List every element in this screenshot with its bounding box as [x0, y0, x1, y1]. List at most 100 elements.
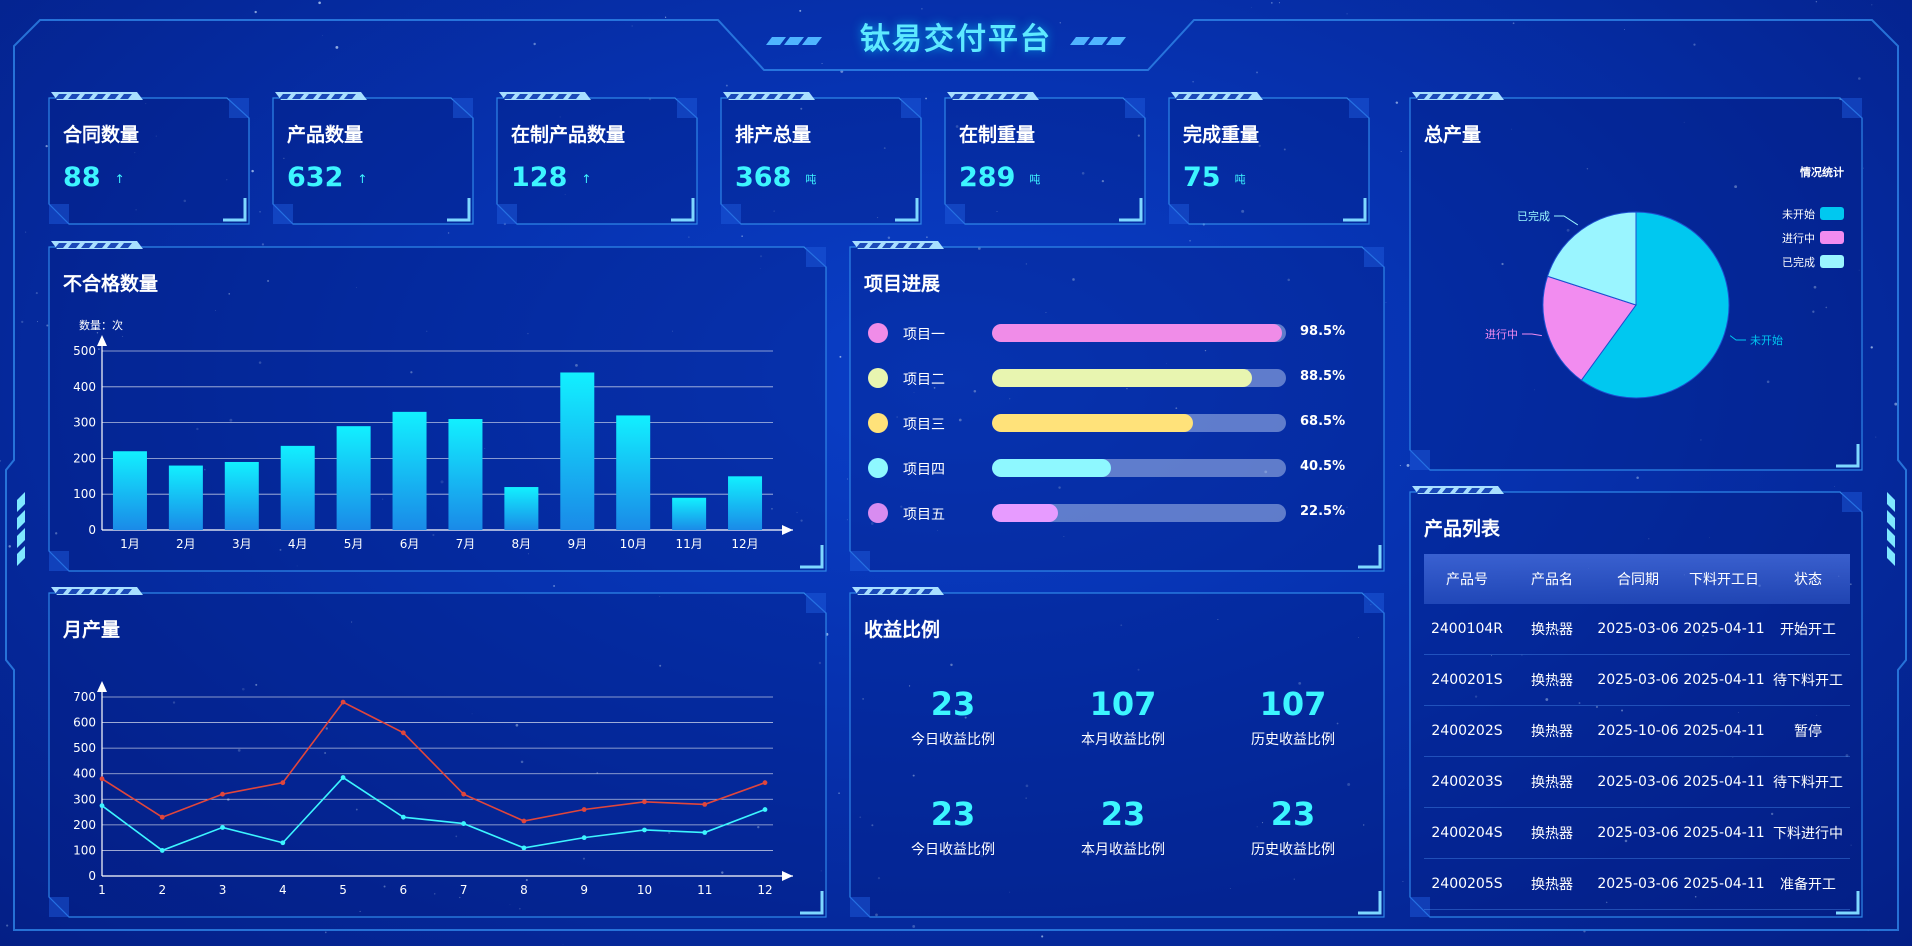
y-axis-arrow-icon: [97, 335, 107, 346]
table-row[interactable]: 2400104R 换热器 2025-03-06 2025-04-11 开始开工: [1424, 604, 1850, 655]
y-tick-label: 200: [73, 451, 96, 465]
revenue-stat: 23 本月收益比例: [1038, 795, 1208, 859]
stat-number: 632: [287, 162, 344, 193]
x-tick-label: 7月: [456, 537, 476, 551]
stat-label: 产品数量: [287, 124, 364, 146]
table-cell: 2025-03-06: [1597, 672, 1679, 688]
data-point: [340, 775, 346, 780]
revenue-label: 今日收益比例: [911, 842, 995, 858]
table-row[interactable]: 2400201S 换热器 2025-03-06 2025-04-11 待下料开工: [1424, 655, 1850, 706]
bar: [616, 415, 651, 530]
table-cell: 2025-03-06: [1597, 774, 1679, 790]
data-point: [159, 848, 165, 853]
y-tick-label: 0: [88, 523, 96, 537]
pie-label-line: [1554, 215, 1579, 226]
revenue-value: 23: [930, 685, 976, 723]
table-cell: 2025-04-11: [1683, 672, 1765, 688]
project-name: 项目二: [903, 372, 945, 388]
progress-percent: 22.5%: [1300, 504, 1346, 519]
legend-label: 进行中: [1782, 232, 1815, 245]
column-header: 状态: [1794, 572, 1822, 588]
bar: [392, 411, 427, 530]
data-point: [99, 803, 105, 809]
pie-slice: [1580, 211, 1730, 399]
panel-title: 产品列表: [1424, 518, 1501, 540]
bar: [672, 497, 707, 530]
series-line: [101, 701, 766, 822]
table-row[interactable]: 2400205S 换热器 2025-03-06 2025-04-11 准备开工: [1424, 859, 1850, 910]
table-cell: 2400202S: [1431, 723, 1503, 739]
legend-title: 情况统计: [1800, 165, 1844, 179]
legend-swatch: [1820, 255, 1844, 268]
data-point: [521, 845, 527, 851]
table-cell: 待下料开工: [1773, 673, 1843, 689]
table-cell: 暂停: [1794, 724, 1822, 740]
pie-slice-label: 已完成: [1517, 209, 1550, 223]
y-tick-label: 400: [73, 380, 96, 394]
stat-label: 在制重量: [959, 124, 1036, 146]
table-cell: 2025-04-11: [1683, 723, 1765, 739]
data-point: [702, 830, 708, 835]
revenue-value: 23: [1270, 795, 1316, 833]
progress-panel: 项目进展 项目一 98.5% 项目二 88.5% 项目三 68.5% 项目四 40.5% 项目五…: [849, 241, 1385, 572]
x-tick-label: 2月: [176, 537, 196, 551]
stat-number: 88: [63, 162, 101, 193]
y-tick-label: 400: [73, 767, 96, 781]
trend-up-icon: ↑: [357, 171, 368, 186]
progress-fill: [992, 459, 1112, 477]
revenue-label: 本月收益比例: [1081, 842, 1165, 858]
stat-number: 128: [511, 162, 568, 193]
stat-value: 368 吨: [735, 162, 816, 193]
table-cell: 换热器: [1531, 673, 1573, 689]
progress-track: [992, 504, 1286, 522]
progress-percent: 88.5%: [1300, 369, 1346, 384]
pie-slice-label: 进行中: [1485, 328, 1518, 341]
data-point: [99, 776, 105, 782]
table-cell: 待下料开工: [1773, 775, 1843, 791]
stat-card: 在制重量 289 吨: [944, 92, 1146, 225]
defects-panel: 不合格数量 数量：次 0 100 200 300 400 500 1月 2月 3月 4月 5月 6月 7月…: [48, 241, 827, 572]
trend-up-icon: ↑: [114, 171, 125, 186]
table-cell: 2025-04-11: [1683, 774, 1765, 790]
data-point: [581, 807, 587, 812]
y-tick-label: 300: [73, 416, 96, 430]
table-cell: 换热器: [1531, 826, 1573, 842]
project-name: 项目一: [903, 327, 945, 343]
x-tick-label: 3: [219, 883, 227, 897]
x-tick-label: 1: [98, 883, 106, 897]
pie-label-line: [1522, 333, 1542, 337]
stat-label: 排产总量: [735, 124, 812, 146]
x-tick-label: 6月: [400, 537, 420, 551]
progress-fill: [992, 369, 1253, 387]
x-tick-label: 12月: [731, 537, 758, 551]
progress-track: [992, 369, 1286, 387]
stat-unit: 吨: [805, 172, 817, 186]
panel-title: 总产量: [1424, 124, 1482, 146]
data-point: [642, 799, 647, 805]
pie-slice: [1542, 275, 1637, 381]
bar: [560, 372, 595, 530]
stat-value: 289 吨: [959, 162, 1040, 193]
table-row[interactable]: 2400203S 换热器 2025-03-06 2025-04-11 待下料开工: [1424, 757, 1850, 808]
stat-value: 75 吨: [1183, 162, 1246, 193]
y-tick-label: 200: [73, 818, 96, 832]
pie-slice-label: 未开始: [1750, 333, 1783, 347]
y-tick-label: 500: [73, 344, 96, 358]
table-cell: 下料进行中: [1773, 826, 1843, 842]
table-cell: 2400104R: [1430, 621, 1504, 637]
data-point: [642, 827, 647, 833]
y-tick-label: 0: [88, 869, 96, 883]
table-cell: 2400203S: [1431, 774, 1503, 790]
table-row[interactable]: 2400204S 换热器 2025-03-06 2025-04-11 下料进行中: [1424, 808, 1850, 859]
panel-title: 项目进展: [864, 273, 941, 295]
x-tick-label: 5: [339, 883, 347, 897]
table-row[interactable]: 2400202S 换热器 2025-10-06 2025-04-11 暂停: [1424, 706, 1850, 757]
progress-track: [992, 414, 1286, 432]
column-header: 合同期: [1617, 572, 1659, 588]
panel-border: [48, 587, 827, 918]
stat-card: 在制产品数量 128 ↑: [496, 92, 698, 225]
revenue-value: 23: [930, 795, 976, 833]
progress-track: [992, 459, 1286, 477]
x-tick-label: 6: [400, 883, 408, 897]
x-axis-arrow-icon: [782, 525, 793, 535]
